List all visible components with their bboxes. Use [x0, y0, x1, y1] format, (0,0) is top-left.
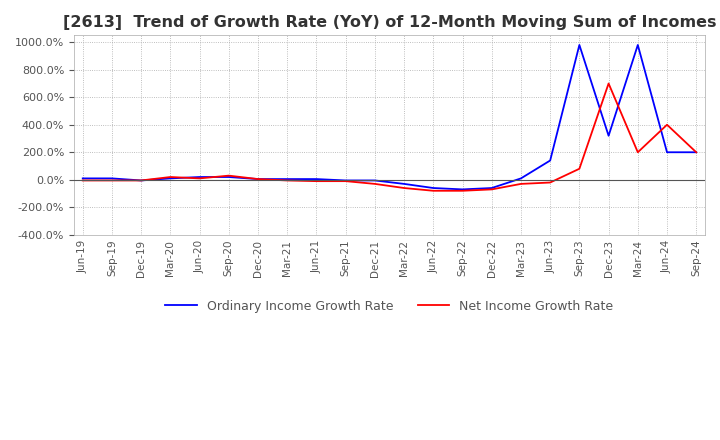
- Ordinary Income Growth Rate: [575, 42, 584, 48]
- Ordinary Income Growth Rate: [517, 176, 526, 181]
- Legend: Ordinary Income Growth Rate, Net Income Growth Rate: Ordinary Income Growth Rate, Net Income …: [161, 295, 618, 318]
- Net Income Growth Rate: [78, 178, 87, 183]
- Ordinary Income Growth Rate: [692, 150, 701, 155]
- Net Income Growth Rate: [575, 166, 584, 172]
- Net Income Growth Rate: [107, 178, 116, 183]
- Ordinary Income Growth Rate: [283, 176, 292, 182]
- Ordinary Income Growth Rate: [634, 42, 642, 48]
- Net Income Growth Rate: [634, 150, 642, 155]
- Ordinary Income Growth Rate: [107, 176, 116, 181]
- Ordinary Income Growth Rate: [253, 176, 262, 182]
- Net Income Growth Rate: [517, 181, 526, 187]
- Net Income Growth Rate: [546, 180, 554, 185]
- Net Income Growth Rate: [371, 181, 379, 187]
- Ordinary Income Growth Rate: [487, 185, 496, 191]
- Ordinary Income Growth Rate: [166, 176, 175, 181]
- Net Income Growth Rate: [283, 178, 292, 183]
- Net Income Growth Rate: [692, 150, 701, 155]
- Ordinary Income Growth Rate: [195, 174, 204, 180]
- Net Income Growth Rate: [662, 122, 671, 128]
- Net Income Growth Rate: [458, 188, 467, 194]
- Net Income Growth Rate: [400, 185, 408, 191]
- Net Income Growth Rate: [225, 173, 233, 178]
- Ordinary Income Growth Rate: [225, 174, 233, 180]
- Net Income Growth Rate: [166, 174, 175, 180]
- Net Income Growth Rate: [312, 179, 321, 184]
- Net Income Growth Rate: [429, 188, 438, 194]
- Ordinary Income Growth Rate: [371, 178, 379, 183]
- Net Income Growth Rate: [253, 176, 262, 182]
- Line: Net Income Growth Rate: Net Income Growth Rate: [83, 84, 696, 191]
- Line: Ordinary Income Growth Rate: Ordinary Income Growth Rate: [83, 45, 696, 189]
- Net Income Growth Rate: [137, 178, 145, 183]
- Ordinary Income Growth Rate: [341, 178, 350, 183]
- Ordinary Income Growth Rate: [429, 185, 438, 191]
- Net Income Growth Rate: [195, 176, 204, 181]
- Ordinary Income Growth Rate: [137, 178, 145, 183]
- Ordinary Income Growth Rate: [662, 150, 671, 155]
- Ordinary Income Growth Rate: [312, 176, 321, 182]
- Net Income Growth Rate: [341, 179, 350, 184]
- Ordinary Income Growth Rate: [604, 133, 613, 139]
- Ordinary Income Growth Rate: [400, 181, 408, 187]
- Ordinary Income Growth Rate: [458, 187, 467, 192]
- Net Income Growth Rate: [487, 187, 496, 192]
- Title: [2613]  Trend of Growth Rate (YoY) of 12-Month Moving Sum of Incomes: [2613] Trend of Growth Rate (YoY) of 12-…: [63, 15, 716, 30]
- Ordinary Income Growth Rate: [78, 176, 87, 181]
- Net Income Growth Rate: [604, 81, 613, 86]
- Ordinary Income Growth Rate: [546, 158, 554, 163]
